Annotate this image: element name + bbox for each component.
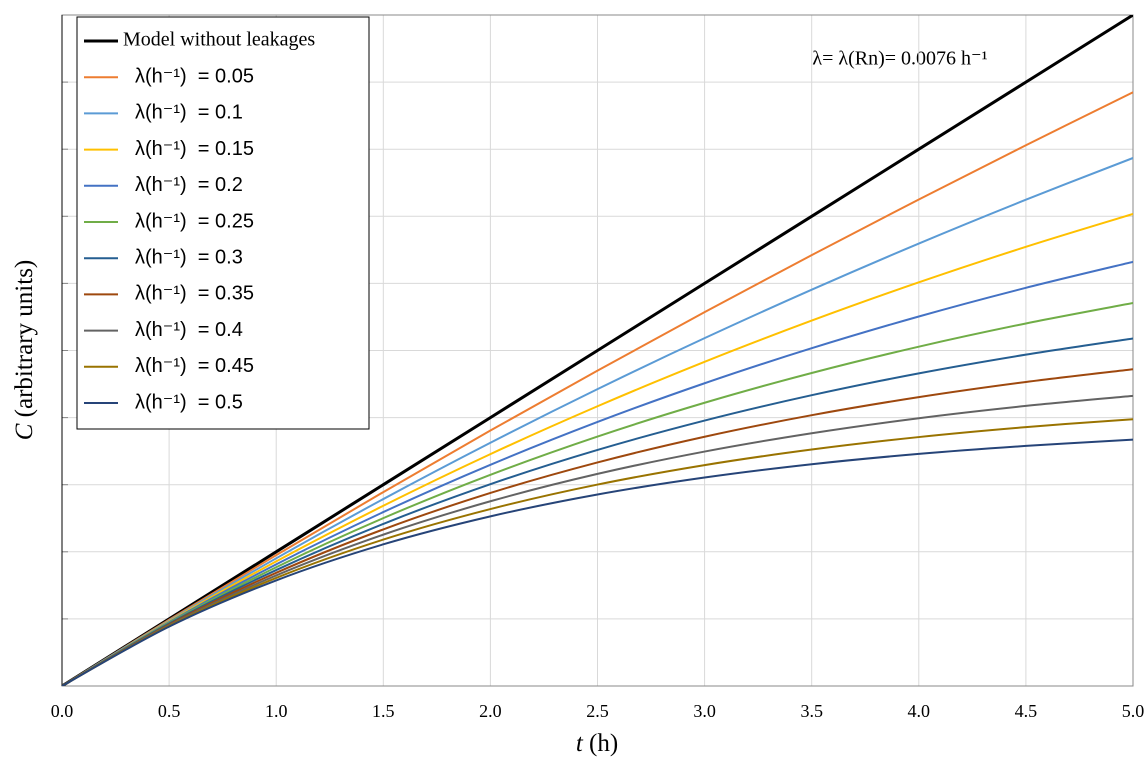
y-axis-unit: (arbitrary units) bbox=[11, 260, 38, 418]
x-tick-label: 4.5 bbox=[1015, 701, 1038, 721]
legend-label: λ(h⁻¹) = 0.45 bbox=[135, 355, 254, 377]
x-tick-label: 4.0 bbox=[908, 701, 931, 721]
annotation: λ= λ(Rn)= 0.0076 h⁻¹ bbox=[812, 48, 987, 70]
legend-label: λ(h⁻¹) = 0.1 bbox=[135, 102, 243, 124]
series-line bbox=[62, 260, 1133, 686]
x-axis-title: t (h) bbox=[576, 730, 618, 757]
legend-label: λ(h⁻¹) = 0.35 bbox=[135, 283, 254, 305]
series-line bbox=[62, 368, 1133, 686]
series-line bbox=[62, 394, 1133, 686]
legend: Model without leakages λ(h⁻¹) = 0.05 λ(h⁻¹… bbox=[76, 16, 370, 430]
x-tick-label: 2.5 bbox=[586, 701, 609, 721]
series-line bbox=[62, 212, 1133, 686]
series-line bbox=[62, 438, 1133, 686]
legend-label: λ(h⁻¹) = 0.2 bbox=[135, 174, 243, 196]
legend-box bbox=[76, 16, 370, 430]
x-tick-label: 0.5 bbox=[158, 701, 181, 721]
legend-label: λ(h⁻¹) = 0.05 bbox=[135, 65, 254, 87]
legend-label: Model without leakages bbox=[123, 29, 315, 51]
y-axis-symbol: C bbox=[11, 423, 38, 440]
legend-label: λ(h⁻¹) = 0.25 bbox=[135, 210, 254, 232]
x-axis-unit: (h) bbox=[589, 730, 618, 757]
legend-label: λ(h⁻¹) = 0.3 bbox=[135, 246, 243, 268]
x-tick-label: 1.5 bbox=[372, 701, 395, 721]
x-tick-label: 5.0 bbox=[1122, 701, 1145, 721]
x-tick-label: 2.0 bbox=[479, 701, 502, 721]
series-line bbox=[62, 157, 1133, 686]
x-tick-label: 0.0 bbox=[51, 701, 74, 721]
series-line bbox=[62, 337, 1133, 686]
series-line bbox=[62, 91, 1133, 686]
legend-label: λ(h⁻¹) = 0.5 bbox=[135, 391, 243, 413]
series-line bbox=[62, 15, 1133, 686]
legend-label: λ(h⁻¹) = 0.4 bbox=[135, 319, 243, 341]
series-line bbox=[62, 302, 1133, 686]
y-axis-title: C (arbitrary units) bbox=[11, 260, 38, 441]
series-line bbox=[62, 418, 1133, 686]
x-tick-label: 3.5 bbox=[800, 701, 823, 721]
x-tick-label: 3.0 bbox=[693, 701, 716, 721]
x-tick-label: 1.0 bbox=[265, 701, 288, 721]
x-axis-symbol: t bbox=[576, 730, 584, 757]
legend-label: λ(h⁻¹) = 0.15 bbox=[135, 138, 254, 160]
